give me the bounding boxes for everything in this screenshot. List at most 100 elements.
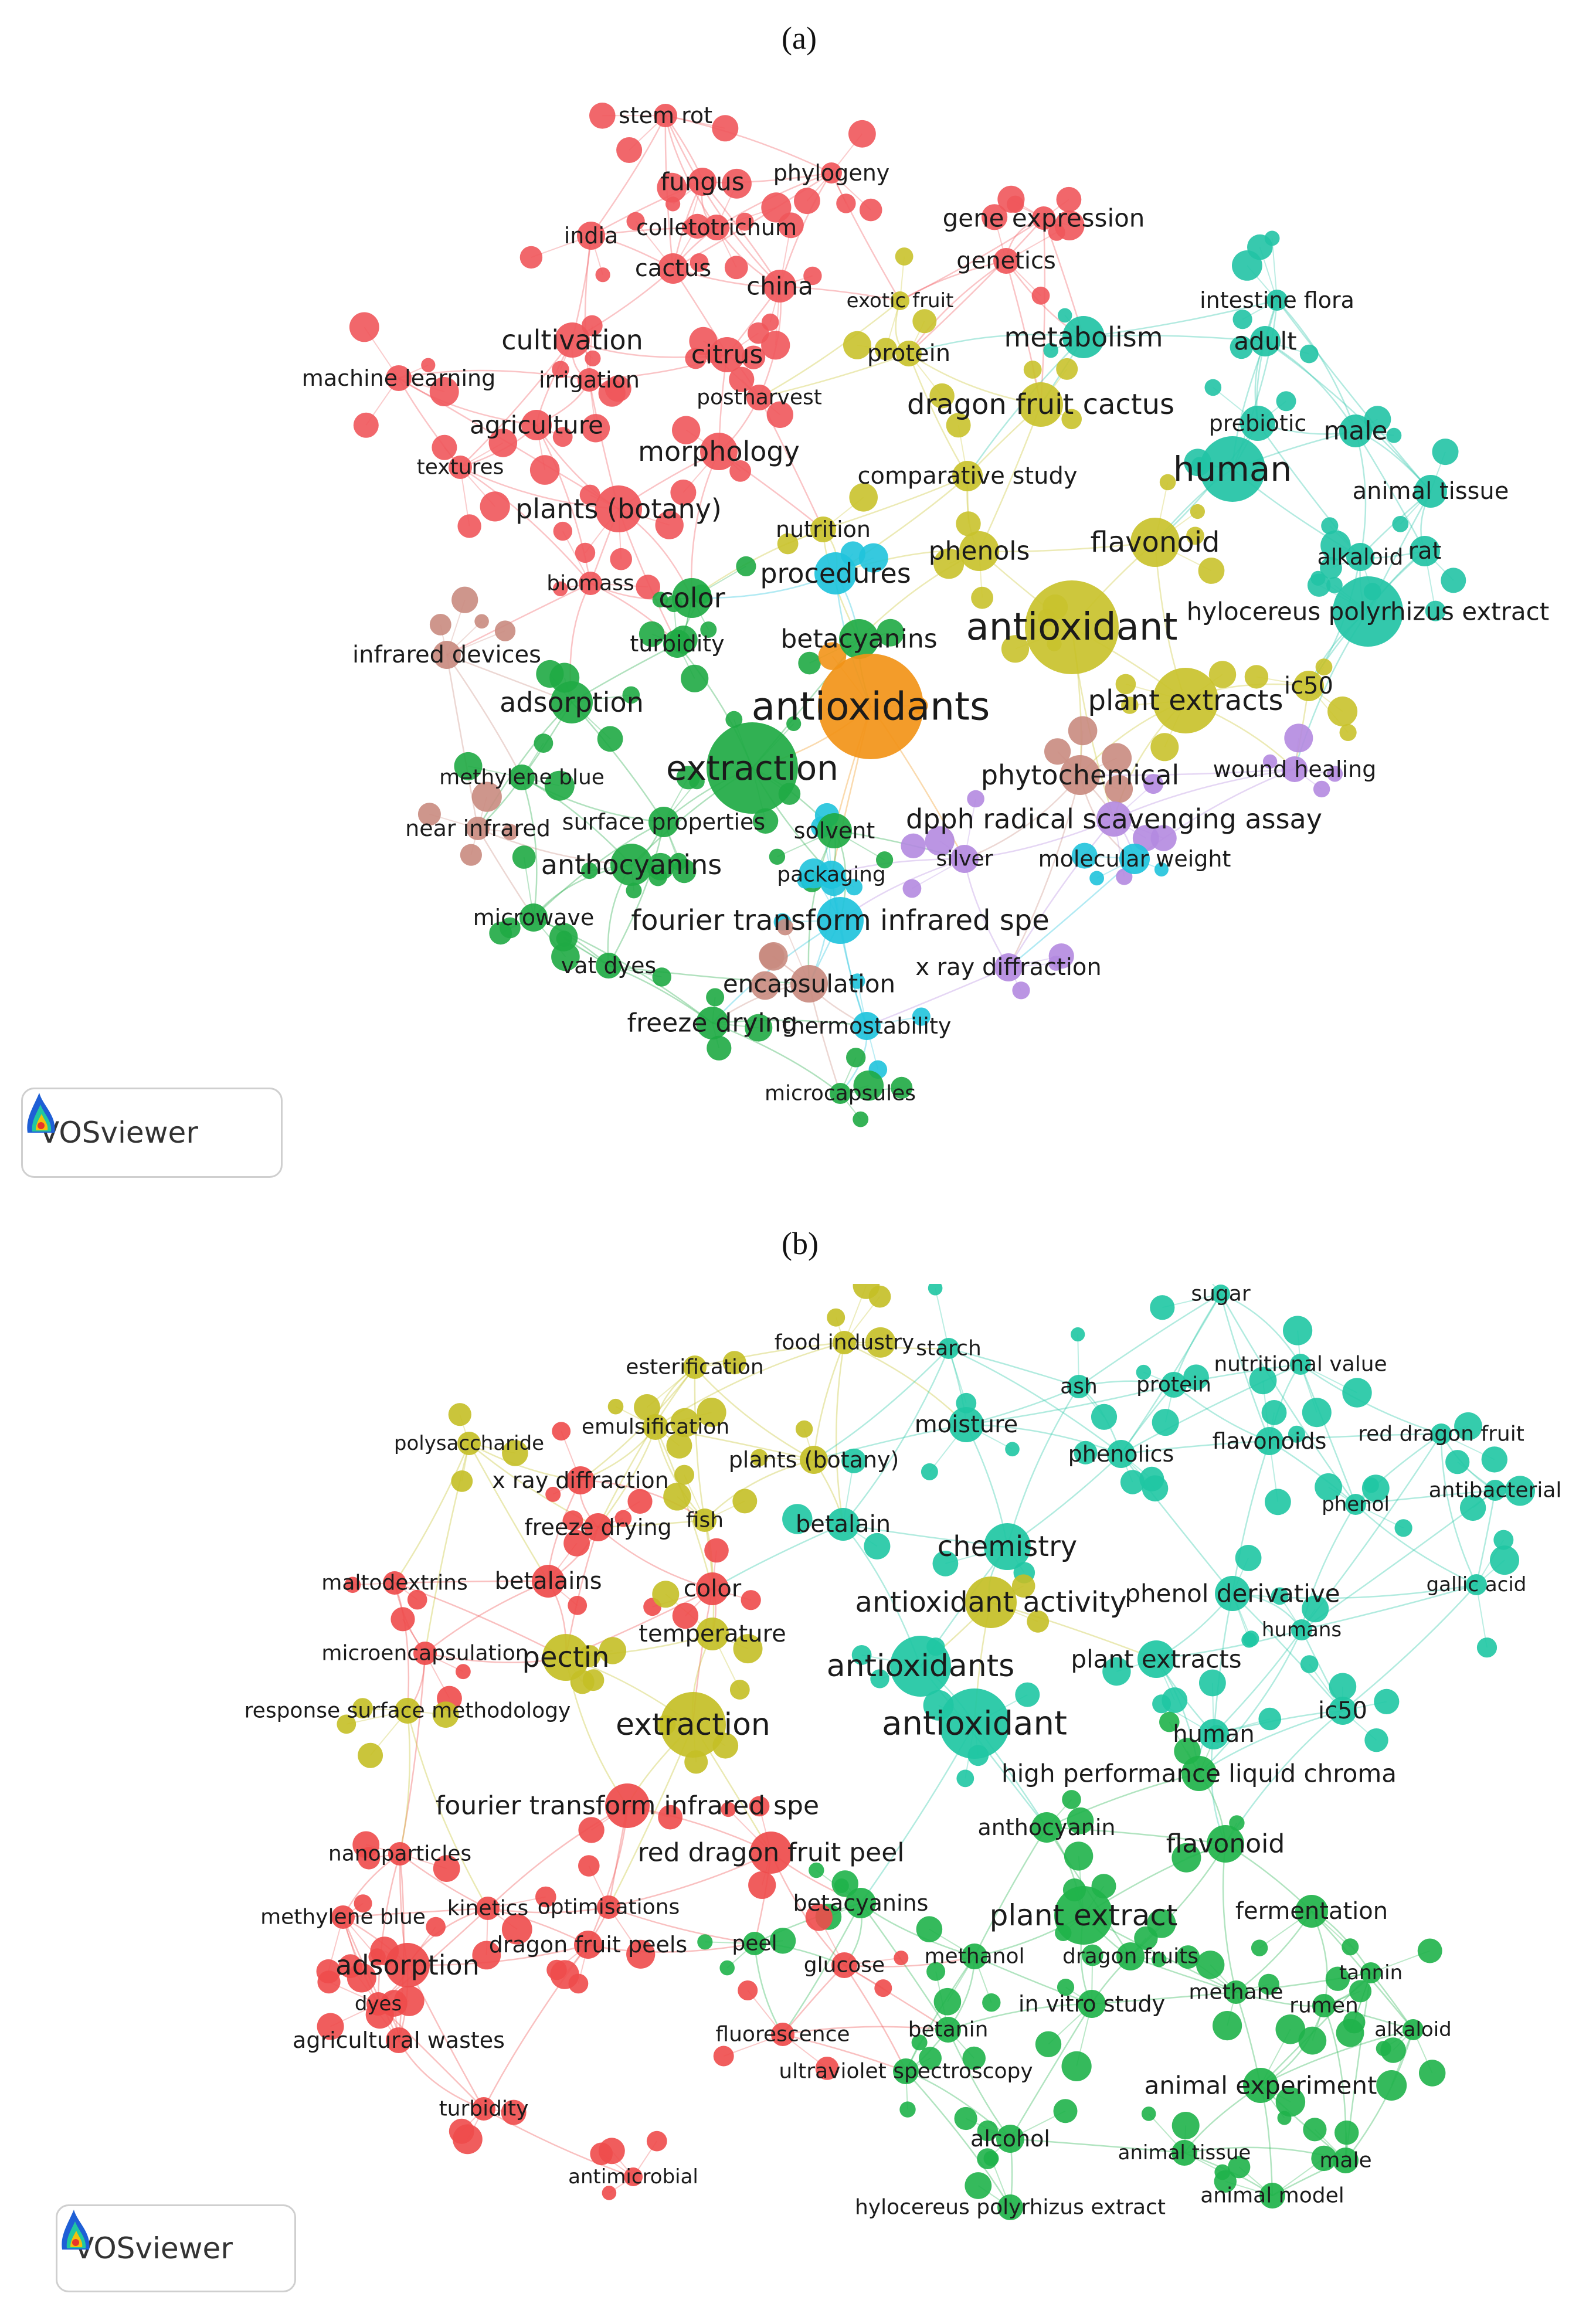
keyword-node[interactable] <box>1215 1576 1250 1611</box>
keyword-node[interactable] <box>700 433 738 470</box>
unlabelled-keyword-node[interactable] <box>589 103 616 129</box>
unlabelled-keyword-node[interactable] <box>1102 1657 1131 1686</box>
unlabelled-keyword-node[interactable] <box>655 511 684 539</box>
unlabelled-keyword-node[interactable] <box>1012 981 1030 1000</box>
keyword-node[interactable] <box>579 572 602 595</box>
keyword-node[interactable] <box>1153 668 1218 733</box>
unlabelled-keyword-node[interactable] <box>501 2099 527 2125</box>
keyword-node[interactable] <box>449 456 472 479</box>
unlabelled-keyword-node[interactable] <box>971 586 993 609</box>
keyword-node[interactable] <box>658 253 688 284</box>
unlabelled-keyword-node[interactable] <box>982 1993 1001 2012</box>
unlabelled-keyword-node[interactable] <box>1454 1412 1482 1440</box>
unlabelled-keyword-node[interactable] <box>622 686 640 704</box>
unlabelled-keyword-node[interactable] <box>853 1284 880 1299</box>
keyword-node[interactable] <box>1096 801 1132 837</box>
unlabelled-keyword-node[interactable] <box>562 1510 583 1531</box>
keyword-node[interactable] <box>1025 580 1119 674</box>
keyword-node[interactable] <box>1207 1825 1244 1863</box>
unlabelled-keyword-node[interactable] <box>853 1070 884 1101</box>
unlabelled-keyword-node[interactable] <box>1334 2120 1359 2145</box>
keyword-node[interactable] <box>1243 2068 1278 2103</box>
keyword-node[interactable] <box>1181 1756 1217 1791</box>
unlabelled-keyword-node[interactable] <box>803 266 822 286</box>
unlabelled-keyword-node[interactable] <box>1303 2118 1327 2142</box>
keyword-node[interactable] <box>1346 543 1374 571</box>
unlabelled-keyword-node[interactable] <box>1228 2156 1251 2179</box>
keyword-node[interactable] <box>1224 1980 1248 2004</box>
unlabelled-keyword-node[interactable] <box>700 621 717 638</box>
unlabelled-keyword-node[interactable] <box>670 480 697 505</box>
unlabelled-keyword-node[interactable] <box>1419 2060 1446 2087</box>
unlabelled-keyword-node[interactable] <box>1342 1378 1372 1408</box>
unlabelled-keyword-node[interactable] <box>729 460 751 482</box>
keyword-node[interactable] <box>643 1414 668 1440</box>
unlabelled-keyword-node[interactable] <box>845 878 863 896</box>
unlabelled-keyword-node[interactable] <box>786 716 802 731</box>
unlabelled-keyword-node[interactable] <box>736 556 756 577</box>
unlabelled-keyword-node[interactable] <box>1275 2014 1306 2044</box>
unlabelled-keyword-node[interactable] <box>658 1805 682 1830</box>
keyword-node[interactable] <box>519 903 548 932</box>
unlabelled-keyword-node[interactable] <box>1364 1728 1388 1752</box>
unlabelled-keyword-node[interactable] <box>407 1589 427 1610</box>
keyword-node[interactable] <box>509 765 535 790</box>
unlabelled-keyword-node[interactable] <box>626 212 645 230</box>
unlabelled-keyword-node[interactable] <box>876 851 894 869</box>
unlabelled-keyword-node[interactable] <box>472 1941 501 1970</box>
unlabelled-keyword-node[interactable] <box>616 137 643 163</box>
unlabelled-keyword-node[interactable] <box>1027 1610 1050 1633</box>
unlabelled-keyword-node[interactable] <box>1241 1632 1257 1648</box>
unlabelled-keyword-node[interactable] <box>471 782 502 812</box>
keyword-node[interactable] <box>696 1572 729 1605</box>
keyword-node[interactable] <box>1333 2148 1359 2173</box>
keyword-node[interactable] <box>1078 1990 1106 2018</box>
network-map-a-svg[interactable]: stem rot phylogeny fungus gene expression co… <box>0 76 1596 1190</box>
unlabelled-keyword-node[interactable] <box>877 619 904 647</box>
unlabelled-keyword-node[interactable] <box>1035 2031 1062 2057</box>
unlabelled-keyword-node[interactable] <box>1493 1530 1514 1550</box>
unlabelled-keyword-node[interactable] <box>1081 1944 1103 1966</box>
unlabelled-keyword-node[interactable] <box>652 592 668 608</box>
unlabelled-keyword-node[interactable] <box>353 412 379 438</box>
keyword-node[interactable] <box>660 1692 726 1758</box>
unlabelled-keyword-node[interactable] <box>579 484 600 505</box>
unlabelled-keyword-node[interactable] <box>317 1970 341 1994</box>
keyword-node[interactable] <box>935 2017 961 2043</box>
keyword-node[interactable] <box>542 1634 589 1681</box>
keyword-node[interactable] <box>385 1943 430 1987</box>
unlabelled-keyword-node[interactable] <box>748 1871 776 1899</box>
keyword-node[interactable] <box>939 1688 1010 1759</box>
unlabelled-keyword-node[interactable] <box>865 1327 896 1358</box>
unlabelled-keyword-node[interactable] <box>1152 1694 1171 1714</box>
unlabelled-keyword-node[interactable] <box>1235 1545 1262 1571</box>
unlabelled-keyword-node[interactable] <box>850 973 865 989</box>
keyword-node[interactable] <box>551 681 593 723</box>
keyword-node[interactable] <box>1107 1440 1135 1468</box>
unlabelled-keyword-node[interactable] <box>685 213 710 239</box>
unlabelled-keyword-node[interactable] <box>965 2172 992 2199</box>
keyword-node[interactable] <box>683 1355 707 1379</box>
keyword-node[interactable] <box>743 1932 766 1955</box>
unlabelled-keyword-node[interactable] <box>1062 1790 1081 1809</box>
keyword-node[interactable] <box>521 410 552 440</box>
unlabelled-keyword-node[interactable] <box>1053 2099 1078 2123</box>
unlabelled-keyword-node[interactable] <box>1115 674 1136 695</box>
unlabelled-keyword-node[interactable] <box>1265 1489 1291 1516</box>
keyword-node[interactable] <box>386 2027 412 2053</box>
unlabelled-keyword-node[interactable] <box>1459 1494 1486 1521</box>
unlabelled-keyword-node[interactable] <box>1271 1587 1289 1605</box>
unlabelled-keyword-node[interactable] <box>563 1530 590 1557</box>
keyword-node[interactable] <box>466 817 490 840</box>
unlabelled-keyword-node[interactable] <box>352 1698 373 1719</box>
keyword-node[interactable] <box>366 1992 390 2016</box>
keyword-node[interactable] <box>839 619 879 659</box>
unlabelled-keyword-node[interactable] <box>544 770 575 801</box>
keyword-node[interactable] <box>663 630 691 658</box>
unlabelled-keyword-node[interactable] <box>919 2047 942 2070</box>
keyword-node[interactable] <box>845 1888 876 1918</box>
keyword-node[interactable] <box>800 1446 828 1474</box>
unlabelled-keyword-node[interactable] <box>666 1432 692 1459</box>
keyword-node[interactable] <box>817 861 845 889</box>
unlabelled-keyword-node[interactable] <box>349 312 379 342</box>
